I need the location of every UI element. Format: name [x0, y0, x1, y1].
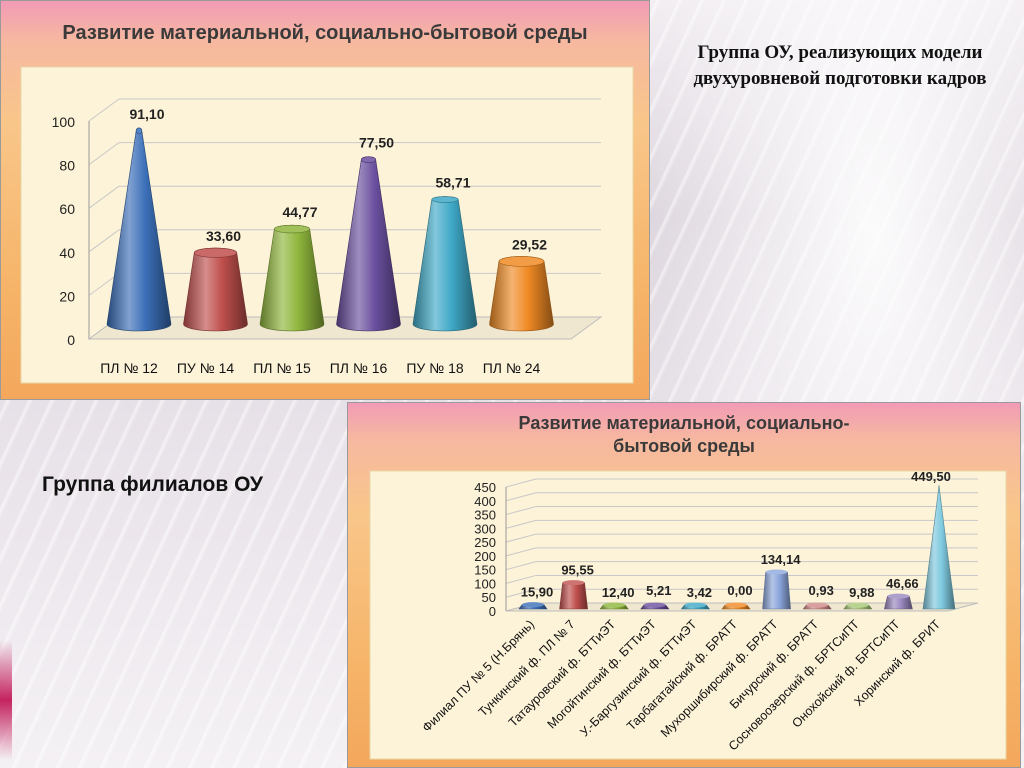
bottom-grid-diag [505, 478, 537, 488]
top-category-label: ПЛ № 12 [100, 360, 158, 376]
top-data-label: 29,52 [512, 236, 547, 252]
top-ytick-label: 80 [59, 158, 75, 174]
top-ytick-label: 100 [52, 114, 76, 130]
top-chart: Развитие материальной, социально-бытовой… [20, 22, 634, 384]
top-data-label: 91,10 [129, 106, 164, 122]
bottom-chart-panel: Развитие материальной, социально- бытово… [347, 402, 1021, 768]
bottom-bar [762, 571, 791, 610]
bottom-chart-title-line2: бытовой среды [613, 436, 755, 456]
bottom-chart: Развитие материальной, социально- бытово… [369, 413, 1007, 760]
top-grid-diag [88, 142, 120, 166]
bottom-grid-diag [505, 519, 537, 529]
top-ytick-label: 0 [67, 332, 75, 348]
top-cone-cap [431, 196, 459, 203]
top-cone-bar [489, 256, 554, 332]
top-category-label: ПУ № 14 [177, 360, 235, 376]
bottom-data-label: 449,50 [911, 469, 951, 484]
top-chart-title: Развитие материальной, социально-бытовой… [62, 22, 587, 44]
bottom-data-label: 0,93 [809, 583, 834, 598]
bottom-grid-diag [505, 547, 537, 557]
bottom-data-label: 46,66 [886, 576, 919, 591]
bottom-bar-cap [765, 569, 788, 575]
top-cone-cap [360, 156, 376, 163]
bottom-ytick-label: 400 [474, 494, 496, 509]
bottom-ytick-label: 0 [489, 604, 496, 619]
bottom-data-label: 9,88 [849, 585, 874, 600]
bottom-data-label: 3,42 [687, 585, 712, 600]
bottom-ytick-label: 300 [474, 521, 496, 536]
top-data-label: 44,77 [282, 204, 317, 220]
decorative-band-bottom [0, 640, 12, 760]
bottom-ytick-label: 350 [474, 508, 496, 523]
top-category-label: ПЛ № 16 [330, 360, 388, 376]
top-cone-cap [135, 127, 143, 135]
bottom-grid-diag [505, 561, 537, 571]
right-heading: Группа ОУ, реализующих модели двухуровне… [693, 42, 987, 89]
top-data-label: 33,60 [206, 228, 241, 244]
bottom-bar-cap [684, 602, 707, 608]
bottom-bar-cap [603, 602, 626, 608]
left-heading: Группа филиалов ОУ [42, 473, 263, 496]
bottom-bar-cap [562, 580, 585, 586]
top-cone-cap [193, 247, 238, 258]
bottom-data-label: 95,55 [561, 563, 594, 578]
top-category-label: ПЛ № 15 [253, 360, 311, 376]
top-grid-diag [88, 229, 120, 253]
bottom-ytick-label: 150 [474, 563, 496, 578]
bottom-ytick-label: 450 [474, 480, 496, 495]
bottom-ytick-label: 100 [474, 576, 496, 591]
bottom-grid-diag [505, 588, 537, 598]
bottom-bar-cap [522, 602, 544, 608]
bottom-bar [922, 485, 956, 610]
bottom-grid-diag [505, 506, 537, 516]
bottom-data-label: 0,00 [727, 583, 752, 598]
top-chart-panel: Развитие материальной, социально-бытовой… [0, 0, 650, 400]
bottom-data-label: 134,14 [761, 552, 802, 567]
bottom-data-label: 12,40 [602, 585, 635, 600]
top-cone-cap [498, 256, 545, 267]
bottom-chart-title-line1: Развитие материальной, социально- [519, 413, 850, 433]
bottom-ytick-label: 50 [482, 590, 496, 605]
bottom-ytick-label: 250 [474, 535, 496, 550]
bottom-bar-cap [725, 602, 747, 608]
top-cone-cap [274, 224, 310, 234]
top-ytick-label: 20 [59, 288, 75, 304]
bottom-grid-diag [505, 574, 537, 584]
bottom-bar-cap [846, 602, 869, 608]
top-ytick-label: 40 [59, 245, 75, 261]
bottom-data-label: 5,21 [646, 583, 671, 598]
bottom-grid-diag [505, 492, 537, 502]
top-cone-bar [183, 247, 248, 332]
bottom-plot-area [369, 470, 1007, 760]
top-ytick-label: 60 [59, 201, 75, 217]
bottom-bar-cap [643, 602, 666, 608]
top-grid-diag [88, 98, 120, 122]
top-data-label: 58,71 [435, 175, 470, 191]
top-category-label: ПЛ № 24 [483, 360, 541, 376]
bottom-bar [559, 582, 588, 610]
bottom-ytick-label: 200 [474, 549, 496, 564]
bottom-bar-cap [806, 602, 829, 608]
top-data-label: 77,50 [359, 135, 394, 151]
top-category-label: ПУ № 18 [406, 360, 464, 376]
top-grid-diag [88, 185, 120, 209]
bottom-bar-cap [887, 593, 910, 599]
bottom-grid-diag [505, 533, 537, 543]
bottom-data-label: 15,90 [521, 585, 554, 600]
